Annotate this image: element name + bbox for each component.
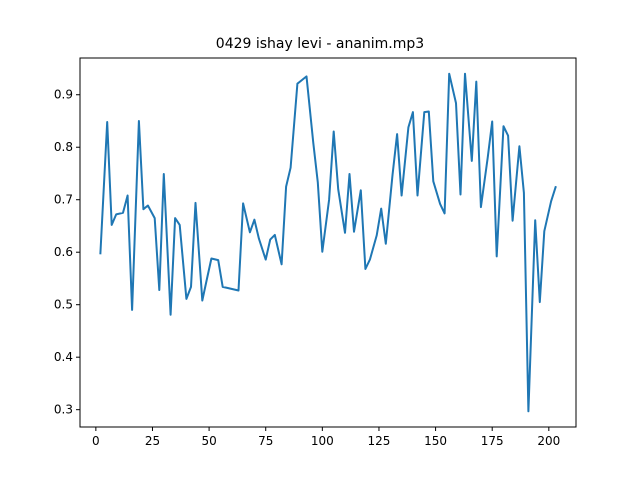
- y-tick-label: 0.6: [54, 245, 73, 259]
- x-tick-label: 175: [481, 434, 504, 448]
- x-tick-label: 125: [368, 434, 391, 448]
- x-tick-label: 25: [145, 434, 160, 448]
- x-tick-label: 75: [258, 434, 273, 448]
- x-tick-label: 50: [201, 434, 216, 448]
- y-axis: 0.3 0.4 0.5 0.6 0.7 0.8 0.9: [54, 88, 80, 417]
- axes-frame: [79, 57, 577, 428]
- x-tick-label: 200: [537, 434, 560, 448]
- y-tick-label: 0.8: [54, 140, 73, 154]
- y-tick-label: 0.5: [54, 298, 73, 312]
- y-tick-label: 0.7: [54, 193, 73, 207]
- y-tick-label: 0.9: [54, 88, 73, 102]
- y-tick-label: 0.4: [54, 350, 73, 364]
- x-tick-label: 0: [92, 434, 100, 448]
- x-tick-label: 150: [424, 434, 447, 448]
- series-line: [99, 72, 557, 413]
- x-axis: 0 25 50 75 100 125 150 175 200: [92, 427, 560, 448]
- y-tick-label: 0.3: [54, 403, 73, 417]
- plot-area: [99, 72, 557, 413]
- chart-title: 0429 ishay levi - ananim.mp3: [216, 36, 424, 52]
- x-tick-label: 100: [311, 434, 334, 448]
